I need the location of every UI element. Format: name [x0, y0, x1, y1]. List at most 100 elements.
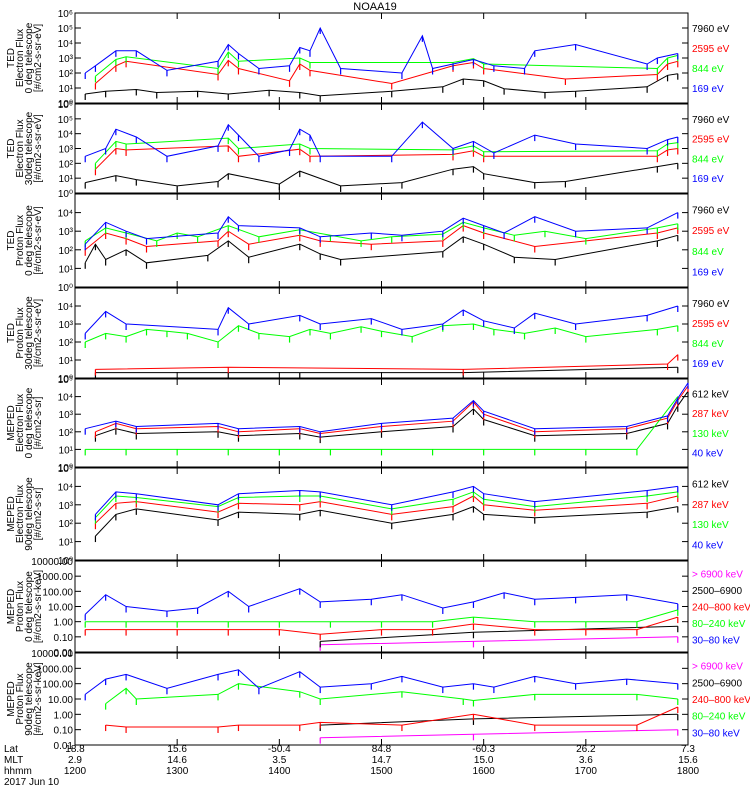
legend-entry: 80–240 keV: [692, 619, 746, 630]
series-line: [85, 323, 678, 343]
series-line: [84, 669, 678, 695]
series-line: [95, 354, 679, 370]
y-tick-label: 0.01: [54, 741, 74, 752]
series-line: [95, 366, 678, 374]
legend-entry: 844 eV: [692, 339, 724, 350]
series-line: [85, 396, 679, 450]
series-line: [95, 59, 678, 85]
y-axis-label: 0 deg telescope: [24, 387, 35, 458]
y-tick-label: 10²: [59, 246, 74, 257]
y-axis-label: TED: [6, 139, 17, 159]
x-tick-label: 7.3: [681, 744, 695, 755]
y-axis-label: 90deg telescope: [24, 477, 35, 551]
legend-entry: 7960 eV: [692, 115, 730, 126]
y-tick-label: 10⁵: [58, 464, 73, 475]
x-tick-label: 1600: [473, 766, 496, 777]
y-tick-label: 10¹: [59, 356, 74, 367]
x-tick-label: -60.3: [472, 744, 495, 755]
series-line: [85, 73, 678, 97]
legend-entry: 844 eV: [692, 64, 724, 75]
x-tick-label: 1700: [575, 766, 598, 777]
y-tick-label: 10¹: [59, 84, 74, 95]
y-axis-label: [#/cm2-s-sr-keV]: [33, 570, 44, 644]
y-tick-label: 10³: [59, 54, 74, 65]
series-line: [84, 225, 678, 251]
x-tick-label: 18.8: [65, 744, 85, 755]
series-line: [95, 495, 678, 524]
y-axis-label: Proton Flux: [15, 581, 26, 632]
y-axis-label: 30deg telescope: [24, 296, 35, 370]
y-tick-label: 10³: [59, 410, 74, 421]
y-tick-label: 10⁵: [58, 115, 73, 126]
legend-entry: 612 keV: [692, 390, 729, 401]
y-tick-label: 10⁰: [58, 99, 73, 110]
series-line: [85, 609, 678, 623]
series-line: [320, 729, 678, 739]
series-line: [95, 506, 678, 537]
legend-entry: 169 eV: [692, 359, 724, 370]
x-tick-label: -50.4: [268, 744, 291, 755]
y-tick-label: 10⁴: [58, 209, 73, 220]
series-line: [95, 385, 689, 435]
series-line: [320, 636, 678, 646]
y-tick-label: 10²: [59, 159, 74, 170]
y-axis-label: MEPED: [6, 589, 17, 625]
x-tick-label: 15.0: [474, 755, 494, 766]
y-tick-label: 10⁴: [58, 393, 73, 404]
series-line: [95, 485, 678, 515]
y-tick-label: 10⁰: [58, 556, 73, 567]
y-axis-label: MEPED: [6, 405, 17, 441]
legend-entry: 169 eV: [692, 174, 724, 185]
y-axis-label: TED: [6, 323, 17, 343]
y-tick-label: 10²: [59, 428, 74, 439]
series-line: [85, 162, 678, 187]
y-tick-label: 10⁴: [58, 130, 73, 141]
y-tick-label: 100.00: [42, 680, 73, 691]
y-tick-label: 10⁰: [58, 189, 73, 200]
y-tick-label: 1000.00: [37, 664, 74, 675]
series-line: [85, 382, 689, 433]
y-tick-label: 0.10: [54, 726, 74, 737]
y-axis-label: [#/cm2-s-sr]: [33, 396, 44, 449]
legend-entry: 2595 eV: [692, 319, 730, 330]
y-axis-label: [#/cm2-s-sr-eV]: [33, 114, 44, 183]
y-axis-label: Proton Flux: [15, 673, 26, 724]
y-axis-label: [#/cm2-s-sr]: [33, 487, 44, 540]
y-axis-label: Electron Flux: [15, 394, 26, 452]
legend-entry: 2595 eV: [692, 44, 730, 55]
y-tick-label: 10³: [59, 227, 74, 238]
y-tick-label: 10¹: [59, 264, 74, 275]
series-line: [84, 212, 679, 245]
y-tick-label: 1.00: [54, 710, 74, 721]
y-axis-label: 30deg telescope: [24, 111, 35, 185]
y-axis-label: [#/cm2-s-sr-keV]: [33, 662, 44, 736]
chart-title: NOAA19: [353, 1, 397, 13]
y-axis-label: [#/cm2-s-sr-eV]: [33, 24, 44, 93]
y-tick-label: 10¹: [59, 174, 74, 185]
y-tick-label: 10⁴: [58, 302, 73, 313]
series-line: [85, 616, 678, 635]
y-tick-label: 10000.00: [31, 649, 73, 660]
x-tick-label: 3.5: [272, 755, 286, 766]
y-tick-label: 10000.00: [31, 557, 73, 568]
y-tick-label: 10⁰: [58, 374, 73, 385]
x-tick-label: 1500: [370, 766, 393, 777]
y-axis-label: Electron Flux: [15, 119, 26, 177]
legend-entry: 287 keV: [692, 409, 729, 420]
series-line: [95, 491, 678, 519]
legend-entry: 169 eV: [692, 84, 724, 95]
panel-frame: [74, 467, 689, 561]
legend-entry: 2500–6900: [692, 678, 742, 689]
legend-entry: 612 keV: [692, 479, 729, 490]
y-tick-label: 10⁶: [58, 100, 73, 111]
legend-entry: 130 keV: [692, 429, 729, 440]
legend-entry: 40 keV: [692, 448, 723, 459]
y-axis-label: 90deg telescope: [24, 662, 35, 736]
series-line: [84, 234, 678, 264]
series-line: [95, 51, 678, 77]
series-line: [320, 625, 678, 642]
series-line: [84, 26, 678, 74]
series-line: [105, 683, 678, 704]
y-tick-label: 0.10: [54, 633, 74, 644]
x-tick-label: 3.6: [579, 755, 593, 766]
